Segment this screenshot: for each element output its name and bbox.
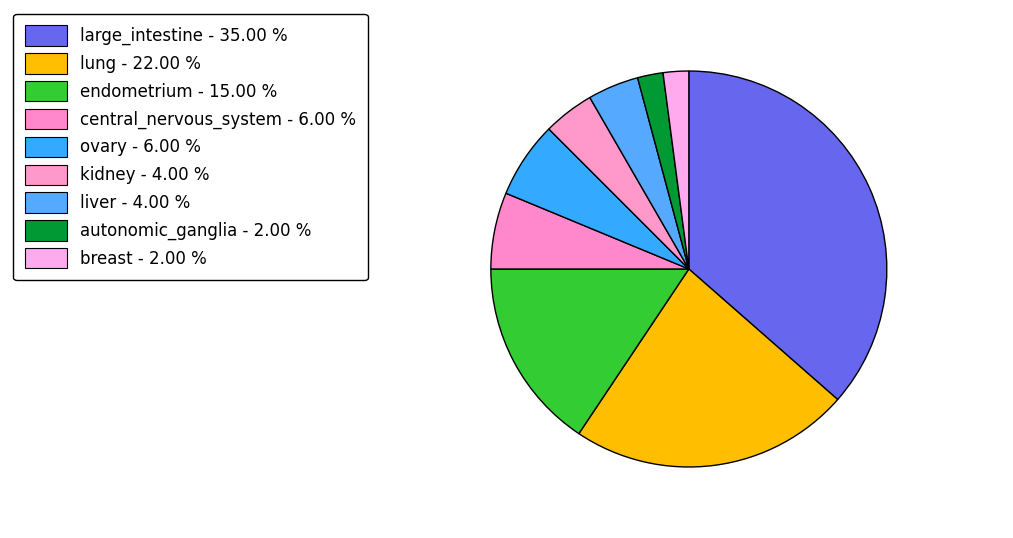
Wedge shape bbox=[590, 78, 689, 269]
Wedge shape bbox=[491, 269, 689, 434]
Wedge shape bbox=[689, 71, 886, 400]
Wedge shape bbox=[578, 269, 838, 467]
Wedge shape bbox=[549, 97, 689, 269]
Wedge shape bbox=[637, 73, 689, 269]
Legend: large_intestine - 35.00 %, lung - 22.00 %, endometrium - 15.00 %, central_nervou: large_intestine - 35.00 %, lung - 22.00 … bbox=[13, 13, 368, 280]
Wedge shape bbox=[491, 193, 689, 269]
Wedge shape bbox=[663, 71, 689, 269]
Wedge shape bbox=[505, 129, 689, 269]
